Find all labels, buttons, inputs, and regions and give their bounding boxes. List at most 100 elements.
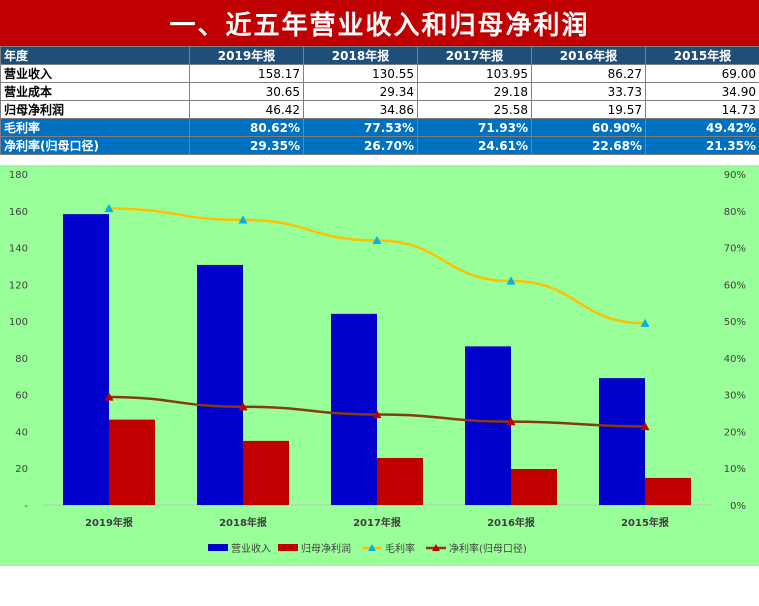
value-cell: 49.42% <box>645 118 759 137</box>
value-cell: 26.70% <box>303 136 418 155</box>
value-cell: 86.27 <box>531 64 646 83</box>
value-cell: 29.18 <box>417 82 532 101</box>
x-tick-label: 2018年报 <box>219 516 267 529</box>
value-cell: 34.90 <box>645 82 759 101</box>
financial-table: 年度 2019年报 2018年报 2017年报 2016年报 2015年报 营业收入 158.… <box>0 46 759 155</box>
line-marker <box>104 203 114 213</box>
year-header-cell: 2017年报 <box>417 46 532 65</box>
line-marker <box>372 235 382 245</box>
y-left-tick-label: 120 <box>9 280 28 291</box>
row-label-cell: 毛利率 <box>0 118 190 137</box>
value-cell: 103.95 <box>417 64 532 83</box>
line-marker <box>238 402 248 411</box>
row-label-cell: 营业成本 <box>0 82 190 101</box>
header-label-cell: 年度 <box>0 46 190 65</box>
title-bar: 一、近五年营业收入和归母净利润 <box>0 0 759 46</box>
bar-revenue <box>331 313 377 505</box>
line-marker <box>640 318 650 327</box>
bar-revenue <box>599 378 645 505</box>
y-right-tick-label: 0% <box>730 501 746 512</box>
value-cell: 25.58 <box>417 100 532 119</box>
value-cell: 34.86 <box>303 100 418 119</box>
y-left-tick-label: 40 <box>15 427 28 438</box>
value-cell: 77.53% <box>303 118 418 137</box>
value-cell: 24.61% <box>417 136 532 155</box>
table-header-row: 年度 2019年报 2018年报 2017年报 2016年报 2015年报 <box>0 46 759 65</box>
bar-revenue <box>63 214 109 505</box>
y-right-tick-label: 60% <box>724 280 746 291</box>
y-right-tick-label: 10% <box>724 464 746 475</box>
table-row: 归母净利润 46.42 34.86 25.58 19.57 14.73 <box>0 100 759 119</box>
table-row: 营业收入 158.17 130.55 103.95 86.27 69.00 <box>0 64 759 83</box>
value-cell: 21.35% <box>645 136 759 155</box>
table-row: 净利率(归母口径) 29.35% 26.70% 24.61% 22.68% 21.35% <box>0 136 759 155</box>
bar-net-profit <box>109 419 155 505</box>
value-cell: 158.17 <box>189 64 304 83</box>
value-cell: 30.65 <box>189 82 304 101</box>
y-left-tick-label: 60 <box>15 391 28 402</box>
bar-net-profit <box>243 440 289 505</box>
x-tick-label: 2016年报 <box>487 516 535 529</box>
y-right-tick-label: 50% <box>724 317 746 328</box>
y-left-tick-label: 80 <box>15 354 28 365</box>
value-cell: 14.73 <box>645 100 759 119</box>
x-tick-label: 2019年报 <box>85 516 133 529</box>
chart-area: - 20 40 60 80 100 120 140 160 180 0% 10% 20% 30% 40% 50… <box>0 165 759 566</box>
table-row: 毛利率 80.62% 77.53% 71.93% 60.90% 49.42% <box>0 118 759 137</box>
bar-net-profit <box>377 457 423 505</box>
legend-label: 营业收入 <box>231 542 271 555</box>
value-cell: 19.57 <box>531 100 646 119</box>
value-cell: 130.55 <box>303 64 418 83</box>
value-cell: 33.73 <box>531 82 646 101</box>
value-cell: 71.93% <box>417 118 532 137</box>
value-cell: 29.35% <box>189 136 304 155</box>
year-header-cell: 2015年报 <box>645 46 759 65</box>
y-left-tick-label: 180 <box>9 170 28 181</box>
value-cell: 69.00 <box>645 64 759 83</box>
combo-chart: - 20 40 60 80 100 120 140 160 180 0% 10% 20% 30% 40% 50… <box>9 170 746 555</box>
y-right-tick-label: 90% <box>724 170 746 181</box>
row-label-cell: 归母净利润 <box>0 100 190 119</box>
value-cell: 60.90% <box>531 118 646 137</box>
year-header-cell: 2018年报 <box>303 46 418 65</box>
legend-marker <box>368 544 376 551</box>
x-tick-label: 2017年报 <box>353 516 401 529</box>
bar-net-profit <box>645 477 691 505</box>
value-cell: 22.68% <box>531 136 646 155</box>
legend-label: 净利率(归母口径) <box>449 542 527 555</box>
y-right-tick-label: 80% <box>724 207 746 218</box>
line-marker <box>238 215 248 224</box>
value-cell: 46.42 <box>189 100 304 119</box>
line-marker <box>506 417 516 426</box>
row-label-cell: 营业收入 <box>0 64 190 83</box>
y-left-tick-label: 160 <box>9 207 28 218</box>
year-header-cell: 2016年报 <box>531 46 646 65</box>
line-marker <box>104 392 114 401</box>
y-left-tick-label: 140 <box>9 244 28 255</box>
line-marker <box>506 276 516 285</box>
y-right-tick-label: 70% <box>724 244 746 255</box>
x-tick-label: 2015年报 <box>621 516 669 529</box>
y-right-tick-label: 20% <box>724 427 746 438</box>
legend-marker <box>432 544 440 551</box>
y-right-tick-label: 40% <box>724 354 746 365</box>
bar-net-profit <box>511 469 557 505</box>
y-right-tick-label: 30% <box>724 391 746 402</box>
page-title: 一、近五年营业收入和归母净利润 <box>169 10 590 41</box>
line-marker <box>372 409 382 419</box>
bar-revenue <box>465 346 511 505</box>
table-row: 营业成本 30.65 29.34 29.18 33.73 34.90 <box>0 82 759 101</box>
y-left-tick-label: 20 <box>15 464 28 475</box>
value-cell: 80.62% <box>189 118 304 137</box>
legend-label: 毛利率 <box>385 542 415 555</box>
y-left-tick-label: - <box>24 501 28 512</box>
value-cell: 29.34 <box>303 82 418 101</box>
legend-label: 归母净利润 <box>301 542 351 555</box>
legend-swatch <box>208 544 228 551</box>
legend-swatch <box>278 544 298 551</box>
line-series-gross-margin <box>108 207 646 325</box>
line-marker <box>640 421 650 431</box>
row-label-cell: 净利率(归母口径) <box>0 136 190 155</box>
y-left-tick-label: 100 <box>9 317 28 328</box>
year-header-cell: 2019年报 <box>189 46 304 65</box>
